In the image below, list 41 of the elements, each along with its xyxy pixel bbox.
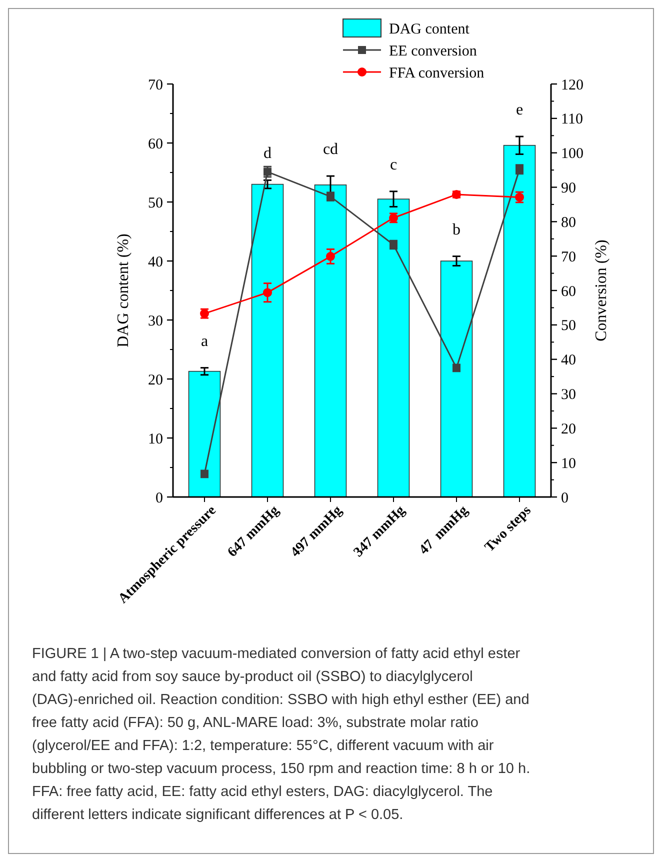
y-tick-label: 40 (148, 254, 163, 270)
y2-tick-label: 10 (561, 456, 576, 472)
y2-tick-label: 30 (561, 387, 576, 403)
caption: FIGURE 1 | A two-step vacuum-mediated conversion of fatty acid ethyl ester and fatty acid from soy sauce by-product oil (SSBO) to diacylglycerol (DAG)-enriched oil. Reaction condition: SSBO with high ethyl esther (EE) and free fatty acid (FFA): 50 g, ANL-MARE load: 3%, substrate molar ratio (glycerol/EE and FFA): 1:2, temperature: 55°C, different vacuum with air bubbling or two-step vacuum process, 150 rpm and reaction time: 8 h or 10 h. FFA: free fatty acid, EE: fatty acid ethyl esters, DAG: diacylglycerol. The different letters indicate significant differences at P < 0.05. (32, 646, 530, 823)
y-tick-label: 60 (148, 136, 163, 152)
legend-label: DAG content (389, 21, 470, 38)
point (326, 252, 335, 261)
bar (188, 370, 221, 498)
y2-tick-label: 100 (561, 146, 584, 162)
bar (251, 184, 284, 498)
y-tick-label: 10 (148, 431, 163, 448)
bar (440, 260, 473, 498)
legend-label: FFA conversion (389, 65, 485, 82)
y-tick-label: 30 (148, 313, 163, 330)
y2-tick-label: 120 (561, 77, 584, 94)
y2-axis-title: Conversion (%) (593, 240, 610, 342)
y-tick-label: 50 (148, 195, 163, 212)
bar (503, 144, 536, 498)
annotation: d (264, 145, 272, 162)
y2-tick-label: 40 (561, 352, 576, 369)
y2-tick-label: 110 (561, 112, 583, 128)
y-tick-label: 0 (156, 490, 163, 506)
y2-tick-label: 90 (561, 180, 576, 196)
legend-label: EE conversion (389, 43, 478, 60)
annotation: a (200, 332, 208, 350)
annotation: cd (322, 141, 338, 158)
y2-tick-label: 80 (561, 214, 576, 231)
y2-tick-label: 60 (561, 284, 576, 300)
y2-tick-label: 70 (561, 249, 576, 266)
annotation: e (516, 102, 524, 119)
point (263, 288, 272, 298)
y2-tick-label: 0 (561, 490, 568, 506)
y2-tick-label: 50 (561, 318, 576, 334)
annotation: c (390, 156, 398, 174)
y-axis-title: DAG content (%) (115, 234, 132, 348)
y-tick-label: 20 (148, 372, 163, 388)
bar (314, 184, 347, 498)
y2-tick-label: 20 (561, 421, 576, 438)
bar (377, 198, 410, 498)
y-tick-label: 70 (148, 77, 163, 94)
annotation: b (452, 221, 460, 238)
